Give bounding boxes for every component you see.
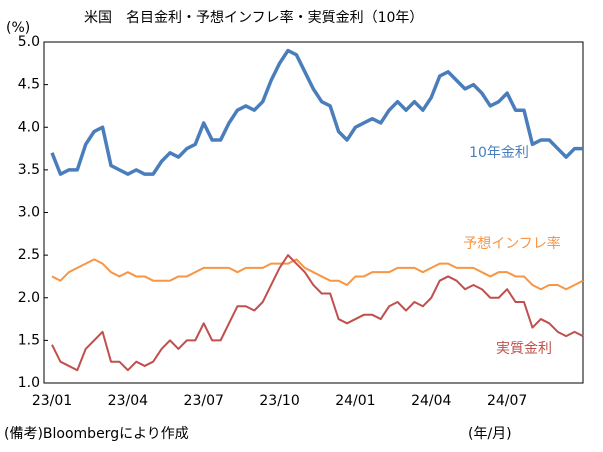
y-tick-label: 1.0 [18, 375, 40, 391]
x-tick-label: 23/01 [32, 393, 72, 409]
series-label: 予想インフレ率 [463, 235, 561, 252]
y-axis-unit: (%) [6, 20, 30, 36]
x-tick-label: 24/07 [487, 393, 527, 409]
series-label: 10年金利 [469, 145, 529, 161]
y-tick-label: 4.5 [18, 77, 40, 93]
x-tick-label: 23/04 [108, 393, 148, 409]
x-tick-label: 23/07 [184, 393, 224, 409]
x-tick-label: 24/01 [335, 393, 375, 409]
plot-frame [43, 41, 584, 384]
y-tick-label: 4.0 [18, 119, 40, 135]
y-tick-label: 2.5 [18, 247, 40, 263]
series-line [51, 258, 584, 291]
y-tick-label: 1.5 [18, 332, 40, 348]
x-tick-label: 23/10 [259, 393, 299, 409]
x-tick-label: 24/04 [411, 393, 451, 409]
x-axis-unit: (年/月) [468, 426, 512, 442]
series-label: 実質金利 [496, 341, 552, 357]
y-tick-label: 3.0 [18, 205, 40, 221]
chart-title: 米国 名目金利・予想インフレ率・実質金利（10年） [84, 9, 423, 26]
series-line [50, 48, 583, 176]
y-tick-label: 5.0 [18, 34, 40, 50]
y-tick-label: 2.0 [18, 290, 40, 306]
series-line [51, 254, 584, 372]
y-tick-label: 3.5 [18, 162, 40, 178]
source-note: (備考)Bloombergにより作成 [4, 426, 189, 442]
